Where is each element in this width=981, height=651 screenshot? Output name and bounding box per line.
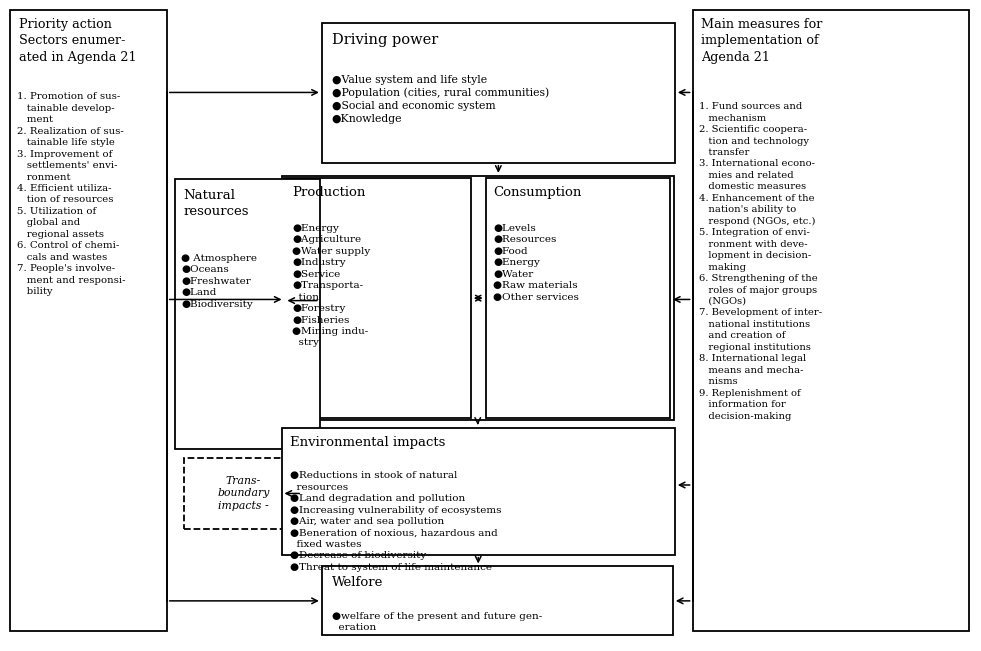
FancyBboxPatch shape (322, 23, 675, 163)
Text: Welfore: Welfore (332, 576, 383, 589)
Text: ●Energy
●Agriculture
●Water supply
●Industry
●Service
●Transporta-
  tion
●Fores: ●Energy ●Agriculture ●Water supply ●Indu… (292, 224, 371, 348)
Text: Consumption: Consumption (493, 186, 582, 199)
Text: ●Levels
●Resources
●Food
●Energy
●Water
●Raw materials
●Other services: ●Levels ●Resources ●Food ●Energy ●Water … (493, 224, 580, 301)
Text: Natural
resources: Natural resources (183, 189, 249, 218)
FancyBboxPatch shape (282, 176, 674, 420)
Text: ●Reductions in stook of natural
  resources
●Land degradation and pollution
●Inc: ●Reductions in stook of natural resource… (290, 471, 502, 572)
FancyBboxPatch shape (10, 10, 167, 631)
Text: ● Atmosphere
●Oceans
●Freshwater
●Land
●Biodiversity: ● Atmosphere ●Oceans ●Freshwater ●Land ●… (181, 254, 257, 309)
FancyBboxPatch shape (693, 10, 969, 631)
Text: Priority action
Sectors enumer-
ated in Agenda 21: Priority action Sectors enumer- ated in … (19, 18, 136, 64)
Text: 1. Promotion of sus-
   tainable develop-
   ment
2. Realization of sus-
   tain: 1. Promotion of sus- tainable develop- m… (17, 92, 126, 296)
FancyBboxPatch shape (486, 178, 670, 418)
Text: Trans-
boundary
impacts -: Trans- boundary impacts - (217, 476, 270, 511)
FancyBboxPatch shape (184, 458, 302, 529)
Text: 1. Fund sources and
   mechanism
2. Scientific coopera-
   tion and technology
 : 1. Fund sources and mechanism 2. Scienti… (699, 102, 823, 421)
Text: Main measures for
implementation of
Agenda 21: Main measures for implementation of Agen… (701, 18, 823, 64)
Text: Production: Production (292, 186, 366, 199)
Text: ●welfare of the present and future gen-
  eration: ●welfare of the present and future gen- … (332, 612, 542, 632)
Text: Driving power: Driving power (332, 33, 438, 47)
Text: Environmental impacts: Environmental impacts (290, 436, 445, 449)
FancyBboxPatch shape (282, 428, 675, 555)
Text: ●Value system and life style
●Population (cities, rural communities)
●Social and: ●Value system and life style ●Population… (332, 75, 548, 124)
FancyBboxPatch shape (322, 566, 673, 635)
FancyBboxPatch shape (284, 178, 471, 418)
FancyBboxPatch shape (175, 179, 320, 449)
